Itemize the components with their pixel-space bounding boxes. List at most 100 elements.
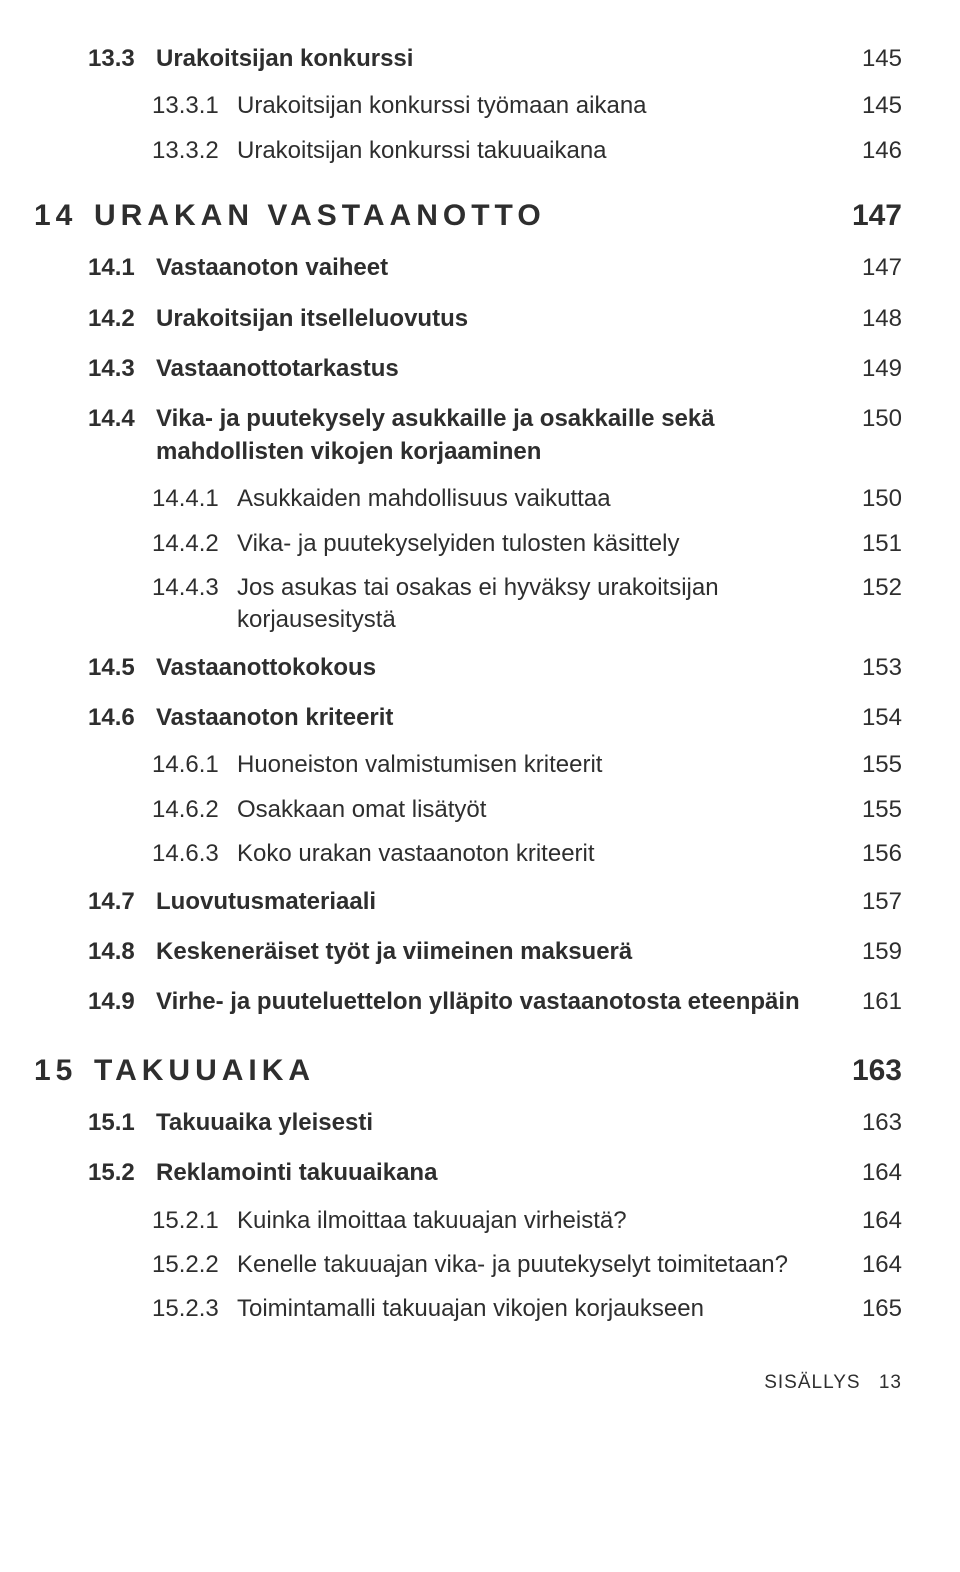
toc-entry-title: Toimintamalli takuuajan vikojen korjauks… <box>237 1293 842 1325</box>
toc-entry-page: 145 <box>862 43 902 75</box>
toc-entry-page: 151 <box>862 528 902 560</box>
toc-entry-number: 13.3 <box>34 43 156 75</box>
toc-entry: 14.7Luovutusmateriaali157 <box>34 877 902 927</box>
toc-entry-page: 154 <box>862 702 902 734</box>
toc-entry-number: 14.9 <box>34 986 156 1018</box>
toc-entry-label: 15.2.2Kenelle takuuajan vika- ja puuteky… <box>34 1249 862 1281</box>
toc-entry-page: 159 <box>862 936 902 968</box>
toc-entry: 14.4.1Asukkaiden mahdollisuus vaikuttaa1… <box>34 477 902 521</box>
toc-entry: 14URAKAN VASTAANOTTO147 <box>34 173 902 243</box>
toc-entry: 13.3.1Urakoitsijan konkurssi työmaan aik… <box>34 84 902 128</box>
toc-entry-title: Asukkaiden mahdollisuus vaikuttaa <box>237 483 842 515</box>
toc-entry-label: 14.4.2Vika- ja puutekyselyiden tulosten … <box>34 528 862 560</box>
toc-entry-number: 15.2.2 <box>34 1249 237 1281</box>
toc-entry: 14.2Urakoitsijan itselleluovutus148 <box>34 294 902 344</box>
toc-entry-number: 13.3.2 <box>34 135 237 167</box>
toc-entry-page: 161 <box>862 986 902 1018</box>
toc-entry-number: 14.2 <box>34 303 156 335</box>
toc-entry: 14.4.2Vika- ja puutekyselyiden tulosten … <box>34 522 902 566</box>
toc-entry-title: Vastaanottokokous <box>156 652 842 684</box>
toc-entry: 15.2.3Toimintamalli takuuajan vikojen ko… <box>34 1287 902 1331</box>
toc-entry-number: 14.4.1 <box>34 483 237 515</box>
toc-entry-label: 14URAKAN VASTAANOTTO <box>34 199 852 233</box>
toc-entry-title: Urakoitsijan konkurssi takuuaikana <box>237 135 842 167</box>
toc-entry-label: 15.2.1Kuinka ilmoittaa takuuajan virheis… <box>34 1205 862 1237</box>
toc-entry-page: 149 <box>862 353 902 385</box>
toc-entry-label: 14.8Keskeneräiset työt ja viimeinen maks… <box>34 936 862 968</box>
toc-entry-number: 14.3 <box>34 353 156 385</box>
toc-entry: 14.6.3Koko urakan vastaanoton kriteerit1… <box>34 832 902 876</box>
toc-entry-title: URAKAN VASTAANOTTO <box>94 199 832 233</box>
toc-entry-title: Vastaanoton kriteerit <box>156 702 842 734</box>
toc-entry-label: 14.6.2Osakkaan omat lisätyöt <box>34 794 862 826</box>
toc-entry-page: 147 <box>862 252 902 284</box>
toc-entry-number: 14.8 <box>34 936 156 968</box>
toc-entry-number: 14.6 <box>34 702 156 734</box>
toc-entry-number: 15 <box>34 1054 94 1088</box>
toc-entry-page: 145 <box>862 90 902 122</box>
toc-entry-label: 14.6.3Koko urakan vastaanoton kriteerit <box>34 838 862 870</box>
toc-entry-page: 163 <box>862 1107 902 1139</box>
toc-entry-page: 156 <box>862 838 902 870</box>
toc-entry-title: Vika- ja puutekysely asukkaille ja osakk… <box>156 403 842 468</box>
toc-entry-page: 164 <box>862 1157 902 1189</box>
page-footer: SISÄLLYS 13 <box>34 1332 902 1394</box>
toc-entry-title: Kenelle takuuajan vika- ja puutekyselyt … <box>237 1249 842 1281</box>
toc-entry-number: 14.1 <box>34 252 156 284</box>
toc-entry-title: Koko urakan vastaanoton kriteerit <box>237 838 842 870</box>
toc-entry: 15TAKUUAIKA163 <box>34 1028 902 1098</box>
toc-entry-number: 15.2.1 <box>34 1205 237 1237</box>
toc-entry-number: 15.2.3 <box>34 1293 237 1325</box>
toc-entry-label: 14.7Luovutusmateriaali <box>34 886 862 918</box>
toc-entry-label: 15.1Takuuaika yleisesti <box>34 1107 862 1139</box>
toc-entry-page: 165 <box>862 1293 902 1325</box>
toc-entry: 15.2Reklamointi takuuaikana164 <box>34 1148 902 1198</box>
toc-entry-page: 148 <box>862 303 902 335</box>
toc-entry-number: 15.2 <box>34 1157 156 1189</box>
toc-entry-title: Huoneiston valmistumisen kriteerit <box>237 749 842 781</box>
toc-entry: 14.6Vastaanoton kriteerit154 <box>34 693 902 743</box>
toc-entry-number: 14.6.1 <box>34 749 237 781</box>
toc-entry-label: 15TAKUUAIKA <box>34 1054 852 1088</box>
toc-entry: 14.4Vika- ja puutekysely asukkaille ja o… <box>34 394 902 477</box>
toc-entry-title: Keskeneräiset työt ja viimeinen maksuerä <box>156 936 842 968</box>
toc-entry-label: 13.3Urakoitsijan konkurssi <box>34 43 862 75</box>
toc-entry: 14.6.2Osakkaan omat lisätyöt155 <box>34 788 902 832</box>
toc-entry-label: 13.3.1Urakoitsijan konkurssi työmaan aik… <box>34 90 862 122</box>
toc-entry-page: 152 <box>862 572 902 604</box>
toc-entry-page: 147 <box>852 199 902 233</box>
toc-entry: 13.3Urakoitsijan konkurssi145 <box>34 34 902 84</box>
toc-entry: 14.6.1Huoneiston valmistumisen kriteerit… <box>34 743 902 787</box>
footer-label: SISÄLLYS <box>764 1372 860 1393</box>
toc-entry: 15.1Takuuaika yleisesti163 <box>34 1098 902 1148</box>
toc-entry-page: 150 <box>862 483 902 515</box>
toc-entry-title: Jos asukas tai osakas ei hyväksy urakoit… <box>237 572 842 637</box>
toc-entry-page: 164 <box>862 1249 902 1281</box>
toc-entry-page: 155 <box>862 794 902 826</box>
toc-entry: 14.5Vastaanottokokous 153 <box>34 643 902 693</box>
toc-entry-number: 15.1 <box>34 1107 156 1139</box>
toc-entry-number: 13.3.1 <box>34 90 237 122</box>
toc-entry-label: 14.4Vika- ja puutekysely asukkaille ja o… <box>34 403 862 468</box>
toc-entry-title: Vika- ja puutekyselyiden tulosten käsitt… <box>237 528 842 560</box>
toc-entry-page: 153 <box>862 652 902 684</box>
toc-entry-title: Osakkaan omat lisätyöt <box>237 794 842 826</box>
toc-entry-label: 15.2.3Toimintamalli takuuajan vikojen ko… <box>34 1293 862 1325</box>
toc-entry-label: 14.9Virhe- ja puuteluettelon ylläpito va… <box>34 986 862 1018</box>
toc-entry-label: 14.2Urakoitsijan itselleluovutus <box>34 303 862 335</box>
table-of-contents: 13.3Urakoitsijan konkurssi14513.3.1Urako… <box>34 34 902 1332</box>
toc-entry-label: 14.3Vastaanottotarkastus <box>34 353 862 385</box>
toc-entry-label: 14.6.1Huoneiston valmistumisen kriteerit <box>34 749 862 781</box>
toc-entry-label: 14.1Vastaanoton vaiheet <box>34 252 862 284</box>
toc-entry-label: 14.4.3Jos asukas tai osakas ei hyväksy u… <box>34 572 862 637</box>
toc-entry-title: Urakoitsijan konkurssi <box>156 43 842 75</box>
toc-entry-label: 14.6Vastaanoton kriteerit <box>34 702 862 734</box>
toc-entry-label: 14.4.1Asukkaiden mahdollisuus vaikuttaa <box>34 483 862 515</box>
toc-entry-page: 146 <box>862 135 902 167</box>
toc-entry-title: Virhe- ja puuteluettelon ylläpito vastaa… <box>156 986 842 1018</box>
toc-entry: 14.3Vastaanottotarkastus149 <box>34 344 902 394</box>
toc-entry-number: 14.6.3 <box>34 838 237 870</box>
toc-entry-number: 14 <box>34 199 94 233</box>
toc-entry-title: Vastaanoton vaiheet <box>156 252 842 284</box>
toc-entry-number: 14.5 <box>34 652 156 684</box>
